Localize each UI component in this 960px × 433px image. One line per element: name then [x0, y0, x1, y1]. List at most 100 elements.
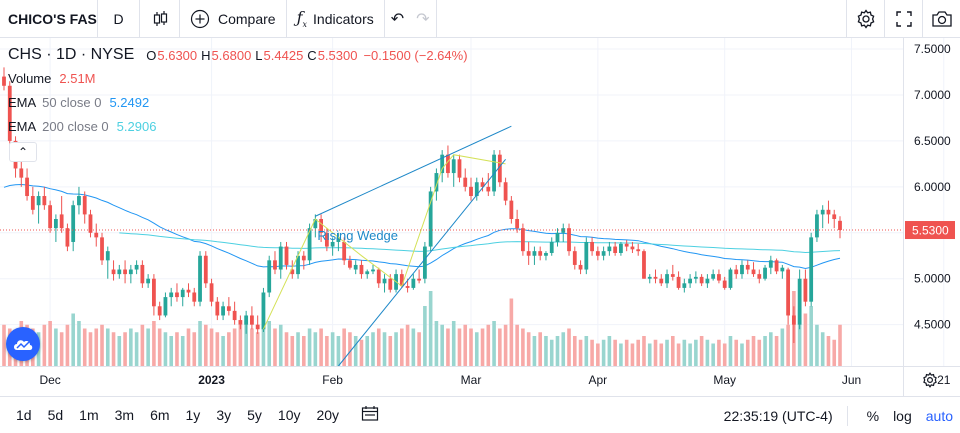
legend-volume[interactable]: Volume 2.51M: [8, 66, 468, 90]
volume-bar: [642, 336, 646, 366]
price-tick-label: 5.0000: [914, 272, 951, 286]
redo-button[interactable]: ↷: [410, 0, 437, 38]
candle-body: [417, 278, 422, 281]
change-value: −0.1500 (−2.64%): [363, 47, 468, 63]
volume-bar: [267, 321, 272, 366]
volume-bar: [273, 328, 277, 366]
bottom-right-group: 22:35:19 (UTC-4) % log auto: [710, 397, 960, 433]
volume-bar: [157, 328, 162, 366]
candle-body: [763, 267, 767, 279]
volume-bar: [2, 324, 6, 366]
clock-timezone[interactable]: 22:35:19 (UTC-4): [710, 405, 848, 426]
wedge-upper-trendline: [315, 125, 512, 217]
range-10y[interactable]: 10y: [277, 407, 301, 423]
candle-body: [815, 214, 819, 238]
volume-bar: [463, 324, 468, 366]
price-tick-label: 7.5000: [914, 42, 951, 56]
goto-date-button[interactable]: [361, 405, 379, 425]
volume-bar: [590, 339, 594, 366]
rising-wedge-pattern: [262, 154, 506, 330]
time-tick-label: Jun: [842, 373, 861, 387]
volume-bar: [302, 336, 306, 366]
candle-body: [457, 159, 462, 178]
volume-bar: [440, 324, 444, 366]
legend-collapse-button[interactable]: ⌃: [9, 142, 37, 162]
log-scale-toggle[interactable]: log: [893, 407, 912, 424]
legend-ema200[interactable]: EMA 200 close 0 5.2906: [8, 114, 468, 138]
volume-bars: [2, 291, 842, 366]
volume-bar: [596, 343, 600, 366]
chart-type-button[interactable]: [140, 0, 180, 38]
camera-icon: [931, 11, 952, 27]
candle-body: [838, 220, 842, 231]
indicators-button[interactable]: ƒx Indicators: [287, 0, 385, 38]
range-3m[interactable]: 3m: [114, 407, 135, 423]
auto-scale-toggle[interactable]: auto: [925, 407, 953, 424]
range-1m[interactable]: 1m: [79, 407, 99, 423]
volume-bar: [388, 336, 393, 366]
price-axis: 7.50007.00006.50006.00005.50005.00004.50…: [0, 38, 955, 396]
range-20y[interactable]: 20y: [316, 407, 340, 423]
snapshot-button[interactable]: [922, 0, 960, 38]
range-3y[interactable]: 3y: [216, 407, 232, 423]
legend-ema50[interactable]: EMA 50 close 0 5.2492: [8, 90, 468, 114]
range-6m[interactable]: 6m: [150, 407, 170, 423]
volume-bar: [653, 339, 658, 366]
candle-body: [65, 228, 70, 247]
ema-lines: [3, 183, 841, 270]
high-value: 5.6800: [211, 47, 252, 63]
candle-body: [192, 292, 197, 302]
range-5d[interactable]: 5d: [47, 407, 64, 423]
volume-bar: [699, 336, 704, 366]
axis-settings-button[interactable]: [922, 372, 938, 392]
candle-body: [307, 228, 312, 261]
undo-button[interactable]: ↶: [385, 0, 410, 38]
range-1d[interactable]: 1d: [16, 407, 32, 423]
candle-body: [186, 289, 191, 293]
candle-body: [624, 243, 629, 247]
candle-body: [169, 292, 174, 298]
volume-bar: [688, 343, 692, 366]
volume-bar: [100, 324, 104, 366]
volume-bar: [711, 343, 715, 366]
candle-body: [48, 205, 53, 229]
interval-button[interactable]: D: [98, 0, 140, 38]
volume-bar: [175, 332, 179, 366]
volume-bar: [278, 324, 283, 366]
candle-body: [175, 292, 179, 298]
time-tick-label: Feb: [322, 373, 343, 387]
tradingview-logo-button[interactable]: [6, 327, 40, 361]
percent-scale-toggle[interactable]: %: [866, 407, 880, 424]
range-5y[interactable]: 5y: [247, 407, 262, 423]
volume-bar: [417, 332, 421, 366]
range-1y[interactable]: 1y: [185, 407, 201, 423]
symbol-search-button[interactable]: CHICO'S FAS: [0, 0, 98, 38]
undo-icon: ↶: [390, 10, 405, 28]
settings-button[interactable]: [846, 0, 884, 38]
volume-bar: [169, 336, 173, 366]
volume-bar: [209, 328, 214, 366]
price-chart[interactable]: Rising Wedge 7.5000 7.0000 6.5000 6.0000 5.5…: [0, 38, 960, 396]
candle-body: [693, 276, 698, 279]
volume-bar: [105, 328, 110, 366]
compare-button[interactable]: Compare: [180, 0, 287, 38]
volume-bar: [244, 321, 248, 366]
candle-body: [278, 246, 283, 270]
legend-main-series[interactable]: CHS · 1D · NYSE O 5.6300 H 5.6800 L 5.4425 …: [8, 44, 468, 66]
volume-bar: [532, 336, 537, 366]
volume-bar: [838, 324, 842, 366]
candle-body: [163, 297, 168, 316]
volume-bar: [480, 328, 485, 366]
volume-bar: [567, 328, 571, 366]
candle-body: [532, 251, 537, 256]
candle-body: [480, 182, 485, 187]
volume-bar: [71, 313, 75, 366]
volume-bar: [671, 336, 675, 366]
volume-bar: [659, 343, 664, 366]
fullscreen-button[interactable]: [884, 0, 922, 38]
candle-body: [36, 196, 41, 206]
candle-body: [140, 264, 145, 284]
candle-body: [88, 214, 93, 233]
volume-bar: [722, 343, 727, 366]
legend-symbol: CHS · 1D · NYSE: [8, 46, 135, 63]
